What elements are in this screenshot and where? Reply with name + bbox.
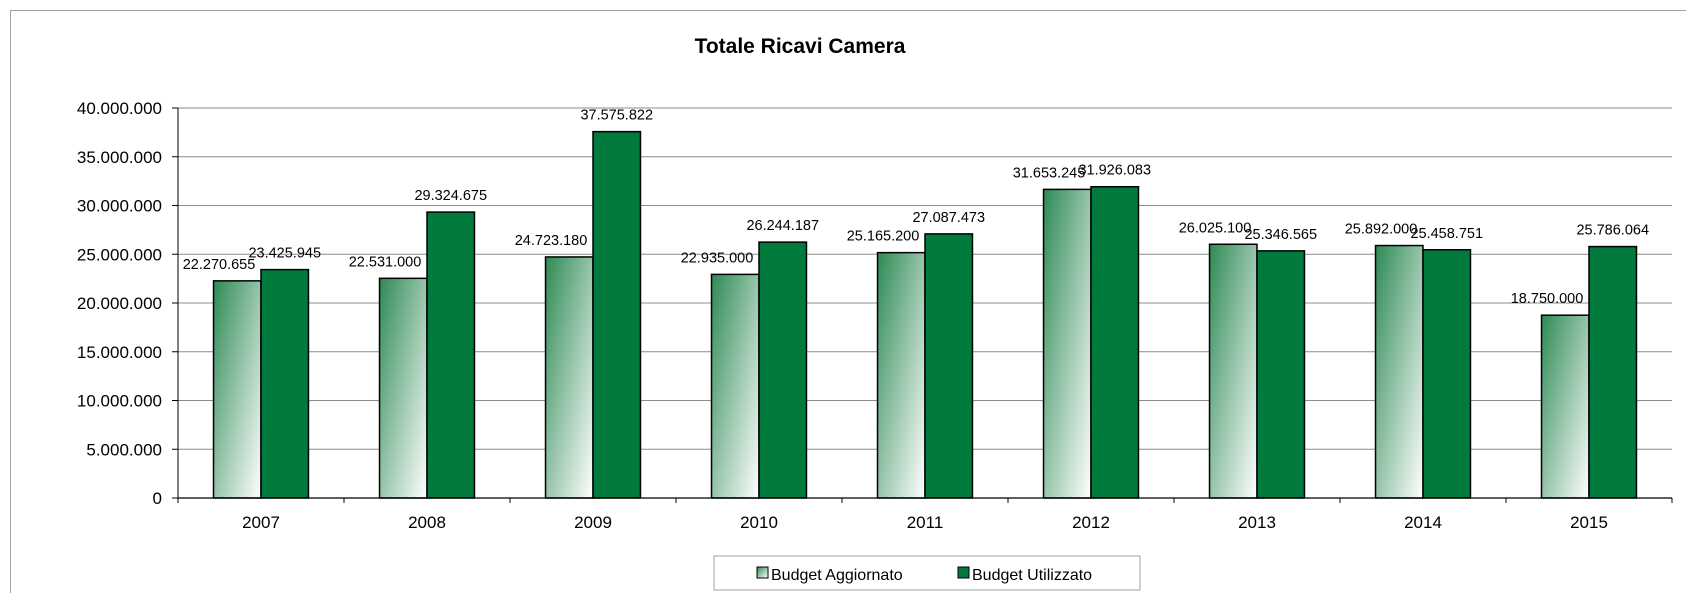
- data-label: 25.346.565: [1244, 227, 1317, 243]
- data-label: 31.926.083: [1078, 163, 1151, 179]
- y-tick-label: 20.000.000: [77, 294, 162, 313]
- bar-budget-aggiornato: [544, 256, 594, 499]
- data-label: 22.935.000: [681, 250, 754, 266]
- data-label: 22.270.655: [183, 257, 256, 273]
- data-label: 18.750.000: [1511, 291, 1584, 307]
- bar-budget-utilizzato: [1422, 249, 1472, 499]
- y-tick-label: 30.000.000: [77, 197, 162, 216]
- data-label: 23.425.945: [248, 246, 321, 262]
- x-tick-label: 2009: [574, 513, 612, 532]
- legend-box: [713, 555, 1141, 591]
- y-tick-label: 10.000.000: [77, 392, 162, 411]
- bar-budget-utilizzato: [426, 211, 476, 499]
- y-tick-label: 0: [153, 489, 162, 508]
- data-label: 27.087.473: [912, 210, 985, 226]
- bar-budget-utilizzato: [924, 233, 974, 499]
- x-tick-label: 2012: [1072, 513, 1110, 532]
- legend-label-budget-aggiornato: Budget Aggiornato: [771, 567, 903, 584]
- bar-budget-utilizzato: [758, 241, 808, 499]
- data-label: 25.165.200: [847, 229, 920, 245]
- legend: Budget Aggiornato Budget Utilizzato: [713, 555, 1141, 591]
- bars: [212, 130, 1638, 499]
- x-tick-label: 2008: [408, 513, 446, 532]
- bar-budget-utilizzato: [1256, 250, 1306, 499]
- data-label: 26.025.100: [1179, 220, 1252, 236]
- bar-budget-aggiornato: [1540, 314, 1590, 499]
- bar-budget-aggiornato: [378, 277, 428, 499]
- bar-budget-aggiornato: [710, 273, 760, 499]
- data-label: 29.324.675: [414, 188, 487, 204]
- bar-budget-utilizzato: [1090, 185, 1140, 499]
- x-axis-ticks: 2007 2008 2009 2010 2011 2012 2013 2014 2015: [242, 513, 1608, 532]
- y-tick-label: 5.000.000: [86, 440, 162, 459]
- bar-budget-aggiornato: [1042, 188, 1092, 499]
- x-tick-label: 2015: [1570, 513, 1608, 532]
- x-tick-label: 2013: [1238, 513, 1276, 532]
- bar-budget-aggiornato: [1374, 244, 1424, 499]
- y-axis-ticks: 0 5.000.000 10.000.000 15.000.000 20.000.000…: [77, 99, 162, 508]
- legend-label-budget-utilizzato: Budget Utilizzato: [972, 567, 1092, 584]
- data-label: 37.575.822: [580, 108, 653, 124]
- y-tick-label: 40.000.000: [77, 99, 162, 118]
- legend-swatch-budget-aggiornato: [756, 566, 769, 579]
- y-tick-label: 35.000.000: [77, 148, 162, 167]
- x-tick-label: 2010: [740, 513, 778, 532]
- bar-budget-utilizzato: [1588, 245, 1638, 499]
- bar-budget-aggiornato: [212, 280, 262, 499]
- bar-budget-utilizzato: [592, 130, 642, 499]
- data-label: 24.723.180: [515, 233, 588, 249]
- data-label: 22.531.000: [349, 254, 422, 270]
- data-label: 25.786.064: [1576, 223, 1649, 239]
- bar-budget-aggiornato: [876, 251, 926, 499]
- y-tick-label: 15.000.000: [77, 343, 162, 362]
- data-label: 31.653.245: [1013, 165, 1086, 181]
- bar-budget-aggiornato: [1208, 243, 1258, 499]
- data-label: 26.244.187: [746, 218, 819, 234]
- bar-budget-utilizzato: [260, 268, 310, 499]
- data-label: 25.892.000: [1345, 222, 1418, 238]
- x-tick-label: 2014: [1404, 513, 1442, 532]
- legend-swatch-budget-utilizzato: [957, 566, 970, 579]
- y-tick-label: 25.000.000: [77, 245, 162, 264]
- axes: [172, 107, 1673, 503]
- data-label: 25.458.751: [1410, 226, 1483, 242]
- chart-title: Totale Ricavi Camera: [695, 35, 906, 58]
- x-tick-label: 2007: [242, 513, 280, 532]
- x-tick-label: 2011: [907, 513, 944, 532]
